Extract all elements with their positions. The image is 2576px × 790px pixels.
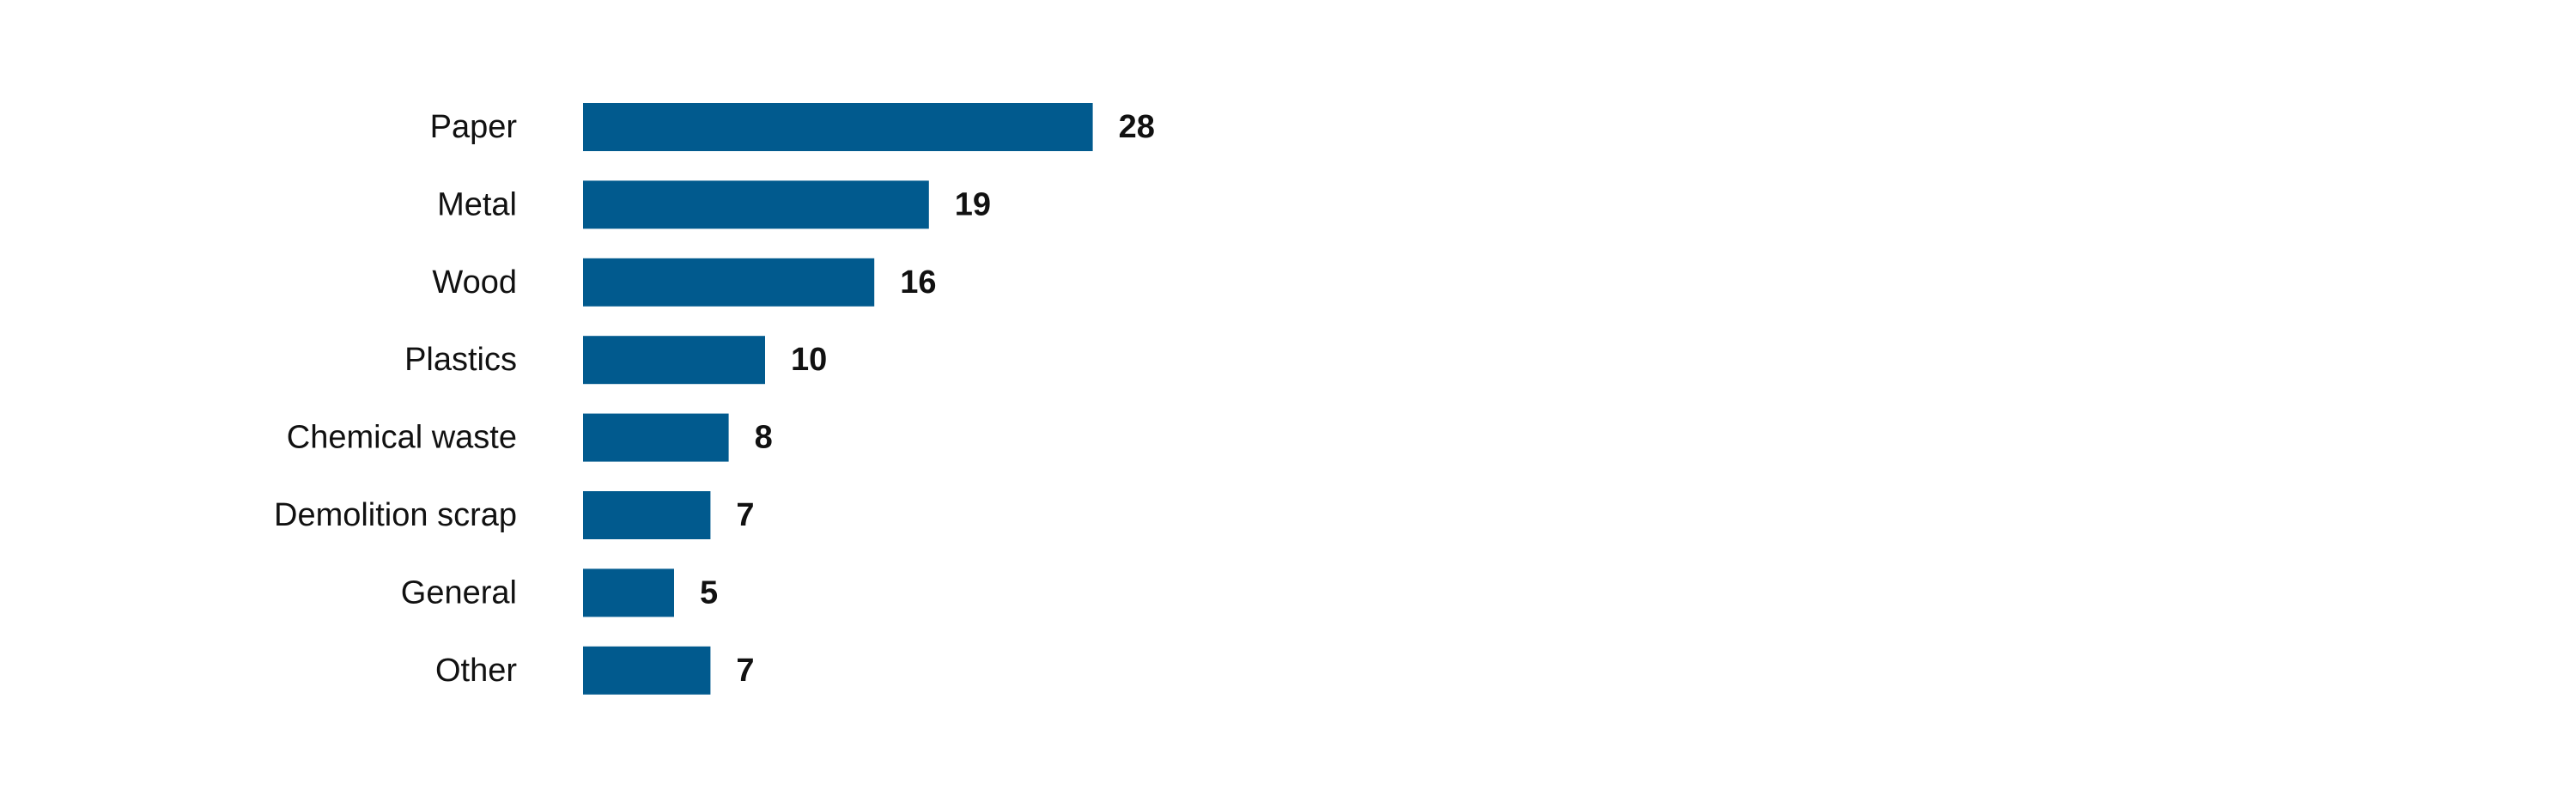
category-label: General: [401, 574, 517, 611]
bar: [583, 103, 1093, 151]
category-label: Demolition scrap: [274, 497, 517, 533]
bar: [583, 568, 674, 617]
value-label: 19: [955, 186, 991, 222]
category-label: Other: [435, 653, 517, 689]
category-label: Chemical waste: [287, 420, 517, 456]
value-label: 16: [900, 264, 936, 301]
bar: [583, 491, 711, 539]
bar: [583, 413, 729, 462]
value-label: 5: [700, 574, 718, 611]
bar: [583, 646, 711, 695]
value-label: 8: [755, 420, 773, 456]
category-label: Plastics: [404, 342, 517, 378]
bar: [583, 258, 875, 307]
category-label: Paper: [430, 109, 518, 145]
value-label: 28: [1119, 109, 1155, 145]
category-label: Metal: [437, 186, 517, 222]
value-label: 7: [736, 497, 754, 533]
bar: [583, 336, 765, 385]
value-label: 10: [791, 342, 827, 378]
value-label: 7: [736, 653, 754, 689]
category-label: Wood: [432, 264, 517, 301]
bar: [583, 180, 929, 229]
